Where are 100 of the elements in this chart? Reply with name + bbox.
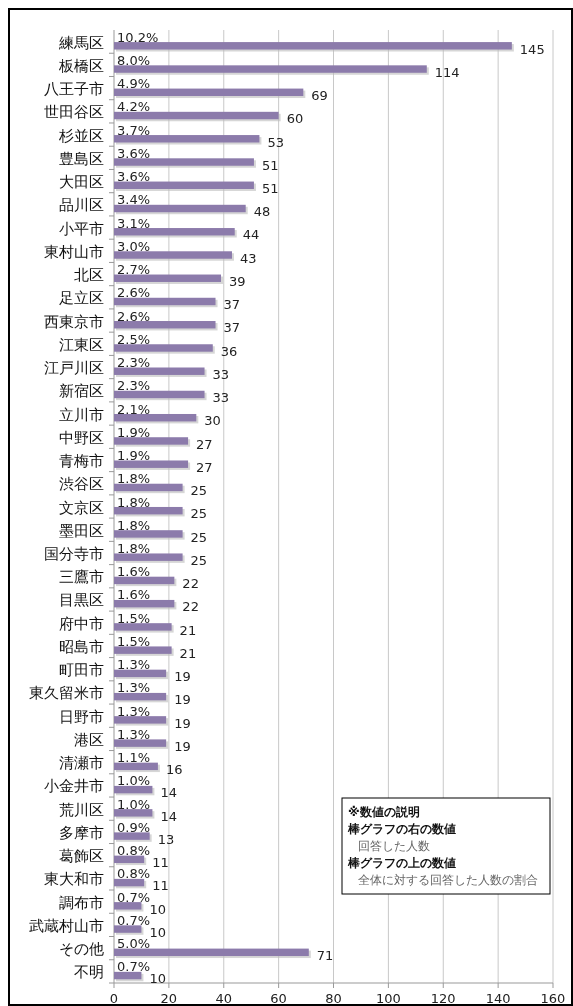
y-tick-label: 三鷹市	[59, 568, 104, 587]
annotation: 4.9%	[117, 76, 151, 92]
data-label: 25	[190, 552, 208, 568]
data-label: 25	[190, 529, 208, 545]
y-tick-label: 東久留米市	[29, 684, 104, 703]
annotation: 0.9%	[117, 819, 151, 835]
annotation: 1.9%	[117, 448, 151, 464]
annotation: 3.6%	[117, 145, 151, 161]
data-label: 145	[519, 41, 545, 57]
data-label: 11	[152, 855, 169, 871]
y-tick-label: 青梅市	[59, 452, 104, 471]
data-label: 37	[223, 297, 241, 313]
annotation: 0.7%	[117, 889, 151, 905]
y-tick-label: 目黒区	[59, 591, 104, 610]
x-tick-label: 80	[325, 991, 342, 1006]
annotation: 1.8%	[117, 471, 151, 487]
annotation: 1.6%	[117, 587, 151, 603]
y-tick-label: 大田区	[59, 173, 104, 192]
data-label: 19	[174, 692, 191, 708]
y-tick-label: 小金井市	[44, 777, 104, 796]
annotation: 2.6%	[117, 285, 151, 301]
x-tick-label: 160	[540, 991, 566, 1006]
data-label: 21	[179, 645, 197, 661]
data-label: 30	[204, 413, 221, 429]
data-label: 19	[174, 669, 191, 685]
annotation: 1.3%	[117, 703, 151, 719]
x-tick-label: 20	[160, 991, 178, 1006]
y-tick-label: その他	[59, 940, 104, 959]
y-tick-label: 武蔵村山市	[29, 916, 104, 935]
y-tick-label: 多摩市	[59, 823, 104, 842]
y-tick-label: 練馬区	[58, 33, 104, 52]
data-label: 10	[149, 901, 166, 917]
y-tick-label: 品川区	[59, 196, 104, 215]
annotation: 1.3%	[117, 657, 151, 673]
data-label: 44	[242, 227, 260, 243]
annotation: 1.9%	[117, 424, 151, 440]
data-label: 43	[239, 250, 257, 266]
annotation: 2.5%	[117, 331, 151, 347]
data-label: 114	[434, 64, 460, 80]
annotation: 3.7%	[117, 122, 151, 138]
x-tick-label: 60	[270, 991, 287, 1006]
annotation: 3.0%	[117, 238, 151, 254]
annotation: 0.8%	[117, 843, 151, 859]
x-tick-label: 120	[430, 991, 456, 1006]
y-tick-label: 立川市	[59, 405, 104, 424]
y-tick-label: 江戸川区	[44, 359, 104, 378]
data-label: 10	[149, 971, 166, 987]
data-label: 39	[229, 273, 246, 289]
data-label: 13	[157, 831, 175, 847]
data-label: 27	[196, 459, 213, 475]
data-label: 25	[190, 506, 208, 522]
annotation: 3.6%	[117, 169, 151, 185]
y-tick-label: 町田市	[59, 661, 104, 680]
data-label: 51	[261, 180, 279, 196]
x-tick-label: 0	[109, 991, 119, 1006]
y-tick-label: 清瀬市	[59, 754, 104, 773]
y-tick-label: 北区	[74, 266, 104, 285]
y-tick-label: 調布市	[59, 893, 104, 912]
data-label: 11	[152, 878, 169, 894]
annotation: 3.4%	[117, 192, 151, 208]
annotation: 1.8%	[117, 540, 151, 556]
y-tick-label: 日野市	[59, 707, 104, 726]
annotation: 1.3%	[117, 726, 151, 742]
data-label: 51	[261, 157, 279, 173]
annotation: 10.2%	[117, 29, 159, 45]
y-tick-label: 板橋区	[58, 56, 104, 75]
y-tick-label: 杉並区	[58, 126, 104, 145]
data-label: 25	[190, 483, 208, 499]
data-label: 10	[149, 924, 166, 940]
y-tick-label: 足立区	[59, 289, 104, 308]
y-tick-label: 葛飾区	[59, 847, 104, 866]
y-tick-label: 墨田区	[59, 521, 104, 540]
annotation: 1.5%	[117, 633, 151, 649]
data-label: 48	[253, 204, 271, 220]
x-tick-label: 140	[485, 991, 511, 1006]
y-tick-label: 文京区	[59, 498, 104, 517]
y-tick-label: 新宿区	[59, 382, 104, 401]
annotation: 回答した人数	[358, 839, 430, 853]
y-tick-label: 昭島市	[59, 637, 104, 656]
data-label: 14	[160, 808, 177, 824]
annotation: 2.7%	[117, 262, 151, 278]
data-label: 14	[160, 785, 177, 801]
y-tick-label: 港区	[74, 730, 104, 749]
y-tick-label: 東大和市	[44, 870, 104, 889]
annotation: 1.3%	[117, 680, 151, 696]
data-label: 22	[182, 576, 199, 592]
data-label: 71	[316, 948, 334, 964]
annotation: 1.8%	[117, 517, 151, 533]
data-label: 19	[174, 715, 191, 731]
y-tick-label: 東村山市	[44, 242, 104, 261]
y-tick-label: 中野区	[59, 428, 104, 447]
annotation: 全体に対する回答した人数の割合	[358, 873, 538, 887]
annotation: 1.8%	[117, 494, 151, 510]
annotation: 3.1%	[117, 215, 151, 231]
annotation: 0.7%	[117, 912, 151, 928]
y-tick-label: 豊島区	[59, 149, 104, 168]
data-label: 33	[212, 366, 230, 382]
y-tick-label: 八王子市	[44, 80, 104, 99]
y-tick-label: 世田谷区	[44, 103, 104, 122]
y-tick-label: 荒川区	[59, 800, 104, 819]
